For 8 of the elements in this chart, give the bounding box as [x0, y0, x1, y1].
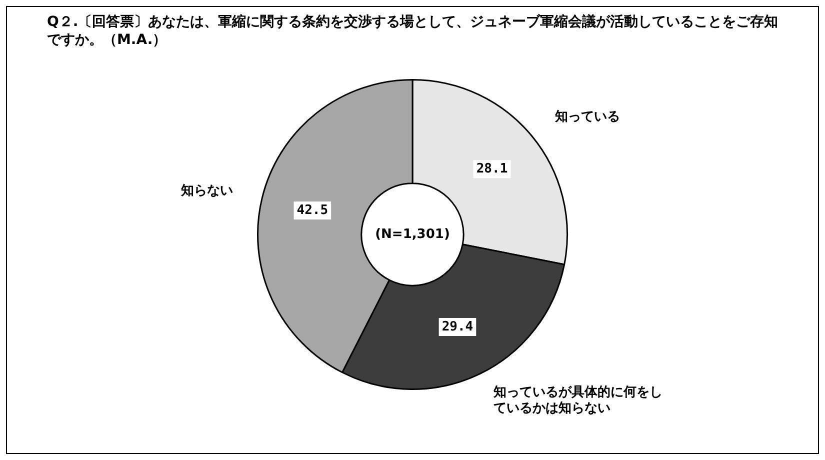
slice-label: 知っているが具体的に何をしているかは知らない: [492, 385, 662, 416]
slice-label: 知っている: [554, 110, 620, 125]
data-label: 29.4: [442, 319, 474, 334]
slice-label: 知らない: [180, 184, 233, 199]
text: (N=1,301): [375, 226, 450, 242]
data-label: 28.1: [476, 162, 508, 177]
data-label: 42.5: [296, 202, 328, 218]
chart-title: Q２.〔回答票〕あなたは、軍縮に関する条約を交渉する場として、ジュネーブ軍縮会議が活動していることをご存知ですか。（M.A.）: [47, 13, 780, 49]
